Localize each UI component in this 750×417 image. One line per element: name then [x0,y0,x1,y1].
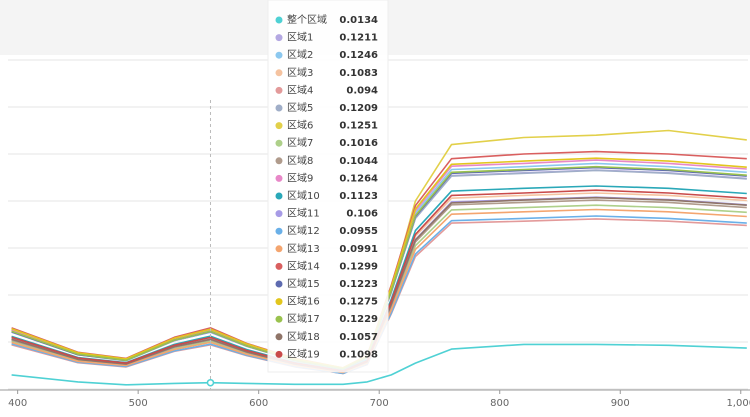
tooltip-dot [275,122,283,130]
tooltip-value: 0.1123 [339,191,378,202]
tooltip-dot [275,298,283,306]
tooltip-dot [275,280,283,288]
tooltip-name: 区域11 [287,207,320,220]
tooltip-name: 区域19 [287,347,320,360]
tooltip-dot [275,315,283,323]
tooltip-value: 0.1299 [339,261,378,272]
tooltip-name: 区域15 [287,277,320,290]
tooltip-value: 0.1246 [339,50,378,61]
tooltip-name: 区域13 [287,242,320,255]
tooltip-dot [275,210,283,218]
tooltip-value: 0.1057 [339,332,378,343]
tooltip-dot [275,174,283,182]
tooltip-dot [275,104,283,112]
tooltip-name: 区域3 [287,66,313,79]
tooltip-dot [275,245,283,253]
tooltip-value: 0.0955 [339,226,378,237]
tooltip-value: 0.1098 [339,349,378,360]
tooltip-name: 区域2 [287,48,313,61]
tooltip-name: 区域8 [287,154,313,167]
x-tick-label: 900 [611,398,630,409]
tooltip-value: 0.094 [346,85,378,96]
tooltip-value: 0.1229 [339,314,378,325]
tooltip-name: 区域16 [287,295,320,308]
tooltip-name: 区域17 [287,312,320,325]
tooltip-dot [275,86,283,94]
tooltip-value: 0.1083 [339,68,378,79]
tooltip-value: 0.0134 [339,15,378,26]
tooltip-dot [275,192,283,200]
tooltip-name: 区域10 [287,189,320,202]
tooltip-name: 区域18 [287,330,320,343]
tooltip-value: 0.1264 [339,173,378,184]
tooltip-value: 0.1211 [339,33,378,44]
tooltip-dot [275,51,283,59]
tooltip-value: 0.1223 [339,279,378,290]
tooltip-dot [275,227,283,235]
tooltip-value: 0.1016 [339,138,378,149]
tooltip-dot [275,333,283,341]
tooltip-dot [275,157,283,165]
tooltip-name: 区域12 [287,224,320,237]
tooltip-name: 区域14 [287,259,320,272]
tooltip-name: 区域7 [287,136,313,149]
tooltip-name: 区域9 [287,171,313,184]
x-tick-label: 500 [129,398,148,409]
tooltip-name: 区域6 [287,119,313,132]
hover-point [206,378,215,387]
tooltip-value: 0.0991 [339,244,378,255]
tooltip-name: 区域4 [287,83,313,96]
tooltip-name: 区域5 [287,101,313,114]
tooltip-dot [275,69,283,77]
tooltip-dot [275,139,283,147]
tooltip-name: 区域1 [287,31,313,44]
series-line [11,343,747,386]
x-tick-label: 400 [8,398,27,409]
x-tick-label: 600 [249,398,268,409]
tooltip-dot [275,350,283,358]
tooltip: 整个区域 0.0134 区域1 0.1211 区域2 0.1246 区域3 0.1083 区域4… [267,0,389,373]
tooltip-value: 0.1251 [339,121,378,132]
tooltip-dot [275,34,283,42]
tooltip-value: 0.1275 [339,297,378,308]
tooltip-dot [275,16,283,24]
x-tick-label: 1,000 [726,398,750,409]
tooltip-value: 0.106 [346,209,378,220]
tooltip-dot [275,262,283,270]
tooltip-name: 整个区域 [287,13,327,26]
tooltip-value: 0.1209 [339,103,378,114]
tooltip-value: 0.1044 [339,156,378,167]
x-tick-label: 800 [490,398,509,409]
tooltip-box [267,0,389,373]
x-tick-label: 700 [370,398,389,409]
